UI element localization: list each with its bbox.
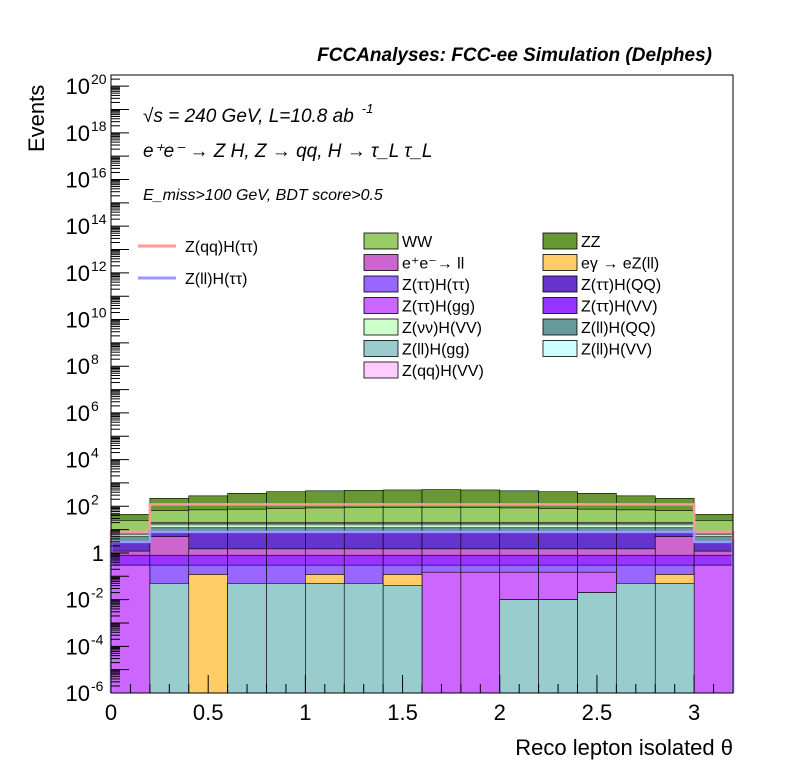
y-tick-exponent: -2 [91,585,104,601]
y-tick-exponent: -6 [91,678,104,694]
stack-bar [343,583,384,694]
x-tick-label: 0 [105,700,117,725]
y-axis-title: Events [24,85,49,152]
stack-bar [654,583,695,694]
annotation-cuts: E_miss>100 GeV, BDT score>0.5 [143,187,383,204]
x-tick-label: 2 [494,700,506,725]
y-tick-label: 10 [66,634,90,659]
y-tick-exponent: 12 [91,258,107,274]
stack-bar [266,583,306,694]
stack-bar [421,571,462,694]
x-tick-label: 1.5 [387,700,418,725]
y-tick-exponent: 2 [91,491,99,507]
legend-label: Z(ττ)H(gg) [402,299,475,316]
signal-line [109,530,735,693]
stack-layer [110,489,734,694]
y-tick-exponent: 10 [91,305,107,321]
y-tick-exponent: -4 [91,631,104,647]
legend-label: Z(ττ)H(ττ) [402,277,470,294]
legend-swatch [363,275,399,293]
y-tick-exponent: 6 [91,398,99,414]
legend-label: Z(ll)H(ττ) [185,271,247,288]
y-tick-exponent: 20 [91,71,107,87]
annotation-line1-sup: -1 [362,101,374,116]
stack-bar [382,585,423,694]
legend-swatch [542,275,578,293]
stack-bar [305,583,345,694]
stack-bar [188,574,228,694]
y-tick-label: 10 [66,308,90,333]
y-tick-label: 10 [66,588,90,613]
y-tick-label: 10 [66,168,90,193]
stack-bar [538,599,578,694]
legend-swatch [542,318,578,336]
legend-swatch [363,361,399,379]
annotation-process: e⁺e⁻ → Z H, Z → qq, H → τ_L τ_L [143,141,432,162]
stack-bar [149,583,190,694]
stack-bar [227,583,267,694]
stack-bar [616,583,656,694]
x-tick-label: 0.5 [193,700,224,725]
y-tick-label: 10 [66,261,90,286]
legend-label: ZZ [581,234,601,251]
y-tick-exponent: 16 [91,165,107,181]
y-tick-exponent: 18 [91,118,107,134]
x-tick-label: 3 [688,700,700,725]
legend-swatch [542,340,578,357]
stack-bar [460,571,501,694]
legend-label: Z(ll)H(gg) [402,342,470,359]
y-tick-exponent: 14 [91,211,107,227]
x-tick-label: 2.5 [582,700,613,725]
y-tick-label: 10 [66,681,90,706]
legend-label: eγ → eZ(ll) [581,256,659,273]
legend-label: Z(qq)H(VV) [402,363,484,380]
legend-swatch [363,318,399,336]
y-tick-label: 10 [66,448,90,473]
legend-label: Z(νν)H(VV) [402,320,482,337]
legend-label: e⁺e⁻→ ll [402,256,464,273]
legend-label: Z(ll)H(VV) [581,342,652,359]
signal-lines-layer [109,503,735,693]
legend-swatch [363,232,399,250]
annotation-line1: √s = 240 GeV, L=10.8 ab [143,106,354,127]
legend: Z(qq)H(ττ) Z(ll)H(ττ) WW e⁺e⁻→ ll Z(ττ)H(ττ)… [138,232,661,380]
legend-label: WW [402,234,433,251]
x-tick-label: 1 [299,700,311,725]
y-tick-label: 10 [66,74,90,99]
y-tick-label: 10 [66,494,90,519]
legend-swatch [542,297,578,314]
y-tick-label: 10 [66,214,90,239]
legend-label: Z(ll)H(QQ) [581,320,656,337]
y-tick-exponent: 8 [91,351,99,367]
legend-swatch [363,340,399,357]
signal-line [109,503,735,693]
legend-swatch [542,254,578,271]
legend-label: Z(qq)H(ττ) [185,239,258,256]
header-title: FCCAnalyses: FCC-ee Simulation (Delphes) [317,45,712,66]
y-tick-label: 1 [92,541,104,566]
legend-swatch [363,254,399,271]
legend-swatch [363,297,399,314]
stack-bar [499,599,539,694]
svg-text:√s = 240 GeV, L=10.8 ab-1: √s = 240 GeV, L=10.8 ab -1 [143,101,373,127]
y-tick-label: 10 [66,121,90,146]
stack-bar [693,564,734,694]
stack-bar [110,564,151,694]
x-axis-title: Reco lepton isolated θ [515,735,733,760]
legend-label: Z(ττ)H(QQ) [581,277,661,294]
legend-swatch [542,232,578,250]
y-tick-label: 10 [66,354,90,379]
legend-label: Z(ττ)H(VV) [581,299,658,316]
annotation-energy: √s = 240 GeV, L=10.8 ab -1 [143,101,373,127]
y-tick-exponent: 4 [91,445,99,461]
x-axis: 0 0.5 1 1.5 2 2.5 3 [105,675,734,725]
y-tick-label: 10 [66,401,90,426]
